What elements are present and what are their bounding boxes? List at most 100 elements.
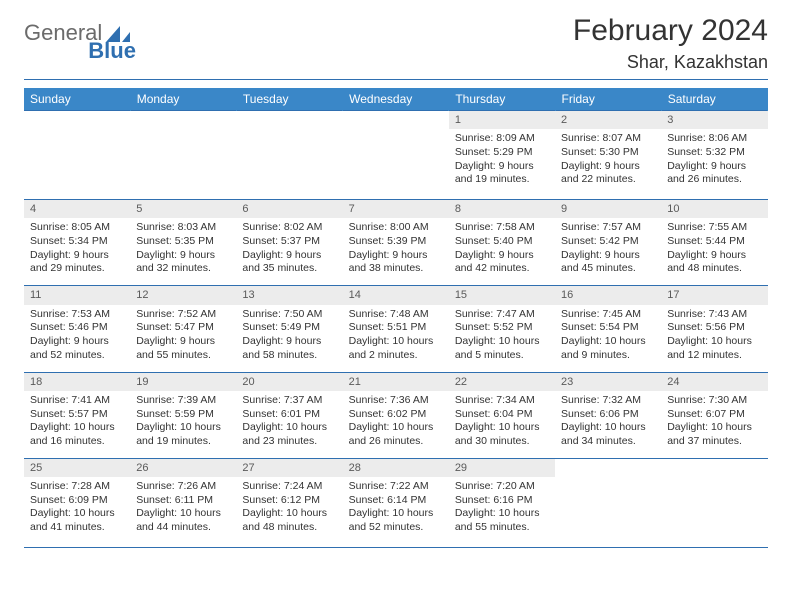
- sunrise-text: Sunrise: 8:00 AM: [349, 221, 443, 235]
- daylight-line1: Daylight: 10 hours: [30, 507, 124, 521]
- calendar-cell: 29Sunrise: 7:20 AMSunset: 6:16 PMDayligh…: [449, 458, 555, 547]
- day-body: Sunrise: 8:00 AMSunset: 5:39 PMDaylight:…: [343, 218, 449, 285]
- calendar-cell: 5Sunrise: 8:03 AMSunset: 5:35 PMDaylight…: [130, 200, 236, 286]
- daylight-line2: and 19 minutes.: [455, 173, 549, 187]
- sunrise-text: Sunrise: 7:39 AM: [136, 394, 230, 408]
- day-body: Sunrise: 7:39 AMSunset: 5:59 PMDaylight:…: [130, 391, 236, 458]
- daylight-line2: and 55 minutes.: [136, 349, 230, 363]
- calendar-body: 1Sunrise: 8:09 AMSunset: 5:29 PMDaylight…: [24, 111, 768, 548]
- day-body-empty: [661, 480, 767, 547]
- day-body: Sunrise: 7:32 AMSunset: 6:06 PMDaylight:…: [555, 391, 661, 458]
- day-number: 21: [343, 373, 449, 391]
- daylight-line2: and 26 minutes.: [349, 435, 443, 449]
- sunrise-text: Sunrise: 7:52 AM: [136, 308, 230, 322]
- sunrise-text: Sunrise: 7:34 AM: [455, 394, 549, 408]
- daylight-line1: Daylight: 9 hours: [455, 160, 549, 174]
- day-number: 11: [24, 286, 130, 304]
- day-body: Sunrise: 7:26 AMSunset: 6:11 PMDaylight:…: [130, 477, 236, 544]
- day-body: Sunrise: 8:03 AMSunset: 5:35 PMDaylight:…: [130, 218, 236, 285]
- calendar-cell: [236, 111, 342, 200]
- calendar-cell: 17Sunrise: 7:43 AMSunset: 5:56 PMDayligh…: [661, 286, 767, 372]
- daylight-line1: Daylight: 10 hours: [30, 421, 124, 435]
- day-body: Sunrise: 8:05 AMSunset: 5:34 PMDaylight:…: [24, 218, 130, 285]
- calendar-cell: [555, 458, 661, 547]
- day-number-empty: [555, 459, 661, 480]
- daylight-line1: Daylight: 10 hours: [349, 507, 443, 521]
- daylight-line2: and 45 minutes.: [561, 262, 655, 276]
- calendar-cell: 13Sunrise: 7:50 AMSunset: 5:49 PMDayligh…: [236, 286, 342, 372]
- sunrise-text: Sunrise: 7:20 AM: [455, 480, 549, 494]
- sunset-text: Sunset: 5:51 PM: [349, 321, 443, 335]
- daylight-line2: and 12 minutes.: [667, 349, 761, 363]
- day-body: Sunrise: 7:53 AMSunset: 5:46 PMDaylight:…: [24, 305, 130, 372]
- calendar-cell: 12Sunrise: 7:52 AMSunset: 5:47 PMDayligh…: [130, 286, 236, 372]
- day-body: Sunrise: 7:20 AMSunset: 6:16 PMDaylight:…: [449, 477, 555, 544]
- day-number: 28: [343, 459, 449, 477]
- day-body: Sunrise: 7:22 AMSunset: 6:14 PMDaylight:…: [343, 477, 449, 544]
- sunrise-text: Sunrise: 7:50 AM: [242, 308, 336, 322]
- sunrise-text: Sunrise: 7:41 AM: [30, 394, 124, 408]
- day-body: Sunrise: 7:41 AMSunset: 5:57 PMDaylight:…: [24, 391, 130, 458]
- sunrise-text: Sunrise: 7:55 AM: [667, 221, 761, 235]
- calendar-week: 25Sunrise: 7:28 AMSunset: 6:09 PMDayligh…: [24, 458, 768, 547]
- sunset-text: Sunset: 5:42 PM: [561, 235, 655, 249]
- daylight-line1: Daylight: 9 hours: [349, 249, 443, 263]
- day-number: 20: [236, 373, 342, 391]
- daylight-line2: and 2 minutes.: [349, 349, 443, 363]
- daylight-line2: and 29 minutes.: [30, 262, 124, 276]
- sunset-text: Sunset: 6:12 PM: [242, 494, 336, 508]
- sunrise-text: Sunrise: 7:30 AM: [667, 394, 761, 408]
- sunset-text: Sunset: 5:46 PM: [30, 321, 124, 335]
- day-body-empty: [24, 132, 130, 199]
- day-number-empty: [661, 459, 767, 480]
- sunset-text: Sunset: 5:34 PM: [30, 235, 124, 249]
- title-block: February 2024 Shar, Kazakhstan: [573, 14, 768, 73]
- sunset-text: Sunset: 6:01 PM: [242, 408, 336, 422]
- day-body: Sunrise: 7:57 AMSunset: 5:42 PMDaylight:…: [555, 218, 661, 285]
- day-body: Sunrise: 7:28 AMSunset: 6:09 PMDaylight:…: [24, 477, 130, 544]
- calendar-cell: 6Sunrise: 8:02 AMSunset: 5:37 PMDaylight…: [236, 200, 342, 286]
- daylight-line2: and 37 minutes.: [667, 435, 761, 449]
- day-body: Sunrise: 7:58 AMSunset: 5:40 PMDaylight:…: [449, 218, 555, 285]
- daylight-line1: Daylight: 9 hours: [455, 249, 549, 263]
- sunset-text: Sunset: 6:16 PM: [455, 494, 549, 508]
- calendar-cell: 10Sunrise: 7:55 AMSunset: 5:44 PMDayligh…: [661, 200, 767, 286]
- sunset-text: Sunset: 6:14 PM: [349, 494, 443, 508]
- day-number: 22: [449, 373, 555, 391]
- day-body: Sunrise: 8:07 AMSunset: 5:30 PMDaylight:…: [555, 129, 661, 196]
- day-number: 9: [555, 200, 661, 218]
- col-saturday: Saturday: [661, 88, 767, 111]
- day-number: 29: [449, 459, 555, 477]
- sunset-text: Sunset: 5:44 PM: [667, 235, 761, 249]
- day-number-empty: [130, 111, 236, 132]
- header: General Blue February 2024 Shar, Kazakhs…: [24, 14, 768, 73]
- day-number: 12: [130, 286, 236, 304]
- sunset-text: Sunset: 5:32 PM: [667, 146, 761, 160]
- day-number: 16: [555, 286, 661, 304]
- sunrise-text: Sunrise: 7:48 AM: [349, 308, 443, 322]
- col-sunday: Sunday: [24, 88, 130, 111]
- calendar-cell: 28Sunrise: 7:22 AMSunset: 6:14 PMDayligh…: [343, 458, 449, 547]
- calendar-cell: 22Sunrise: 7:34 AMSunset: 6:04 PMDayligh…: [449, 372, 555, 458]
- day-number: 2: [555, 111, 661, 129]
- daylight-line2: and 35 minutes.: [242, 262, 336, 276]
- day-number: 10: [661, 200, 767, 218]
- daylight-line2: and 16 minutes.: [30, 435, 124, 449]
- sunrise-text: Sunrise: 8:03 AM: [136, 221, 230, 235]
- calendar-cell: 23Sunrise: 7:32 AMSunset: 6:06 PMDayligh…: [555, 372, 661, 458]
- sunset-text: Sunset: 5:39 PM: [349, 235, 443, 249]
- calendar-cell: 27Sunrise: 7:24 AMSunset: 6:12 PMDayligh…: [236, 458, 342, 547]
- calendar-cell: 25Sunrise: 7:28 AMSunset: 6:09 PMDayligh…: [24, 458, 130, 547]
- sunset-text: Sunset: 5:40 PM: [455, 235, 549, 249]
- sunrise-text: Sunrise: 7:43 AM: [667, 308, 761, 322]
- day-number: 13: [236, 286, 342, 304]
- calendar-week: 4Sunrise: 8:05 AMSunset: 5:34 PMDaylight…: [24, 200, 768, 286]
- day-number: 25: [24, 459, 130, 477]
- daylight-line1: Daylight: 10 hours: [136, 421, 230, 435]
- sunrise-text: Sunrise: 7:57 AM: [561, 221, 655, 235]
- day-number: 19: [130, 373, 236, 391]
- sunset-text: Sunset: 5:56 PM: [667, 321, 761, 335]
- day-body: Sunrise: 7:36 AMSunset: 6:02 PMDaylight:…: [343, 391, 449, 458]
- calendar-cell: [661, 458, 767, 547]
- sunset-text: Sunset: 5:35 PM: [136, 235, 230, 249]
